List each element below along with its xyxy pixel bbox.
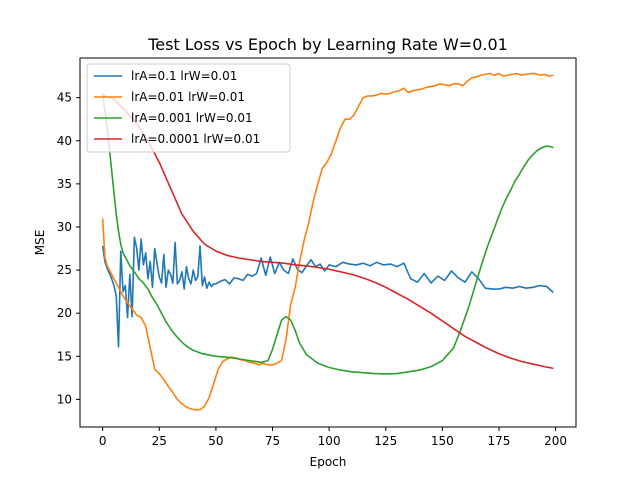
series-line-1 — [101, 236, 554, 348]
series-line-4 — [102, 94, 554, 370]
x-tick-label: 175 — [488, 434, 511, 448]
x-axis: 0 25 50 75 100 125 150 175 200 — [99, 427, 567, 448]
y-tick-label: 20 — [57, 306, 72, 320]
y-tick-label: 35 — [57, 177, 72, 191]
y-tick-label: 45 — [57, 91, 72, 105]
x-tick-label: 50 — [208, 434, 223, 448]
series-line-3 — [101, 93, 554, 375]
y-tick-label: 15 — [57, 349, 72, 363]
legend: lrA=0.1 lrW=0.01 lrA=0.01 lrW=0.01 lrA=0.0… — [86, 63, 291, 153]
x-tick-label: 75 — [265, 434, 280, 448]
x-tick-label: 100 — [318, 434, 341, 448]
series-layer — [101, 72, 554, 411]
plot-frame — [79, 57, 577, 428]
legend-label-3: lrA=0.001 lrW=0.01 — [131, 111, 253, 125]
x-tick-label: 25 — [152, 434, 167, 448]
legend-box — [86, 63, 291, 153]
series-line-2 — [101, 72, 554, 411]
x-tick-label: 150 — [431, 434, 454, 448]
legend-label-4: lrA=0.0001 lrW=0.01 — [131, 132, 260, 146]
y-tick-label: 25 — [57, 263, 72, 277]
x-tick-label: 0 — [99, 434, 107, 448]
chart-title: Test Loss vs Epoch by Learning Rate W=0.… — [147, 35, 508, 54]
legend-label-1: lrA=0.1 lrW=0.01 — [131, 69, 237, 83]
y-axis-label: MSE — [33, 230, 47, 256]
y-axis: 10 15 20 25 30 35 40 45 — [57, 91, 80, 406]
y-tick-label: 40 — [57, 134, 72, 148]
x-tick-label: 200 — [544, 434, 567, 448]
x-tick-label: 125 — [374, 434, 397, 448]
x-axis-label: Epoch — [310, 455, 347, 469]
y-tick-label: 30 — [57, 220, 72, 234]
y-tick-label: 10 — [57, 392, 72, 406]
legend-label-2: lrA=0.01 lrW=0.01 — [131, 90, 245, 104]
